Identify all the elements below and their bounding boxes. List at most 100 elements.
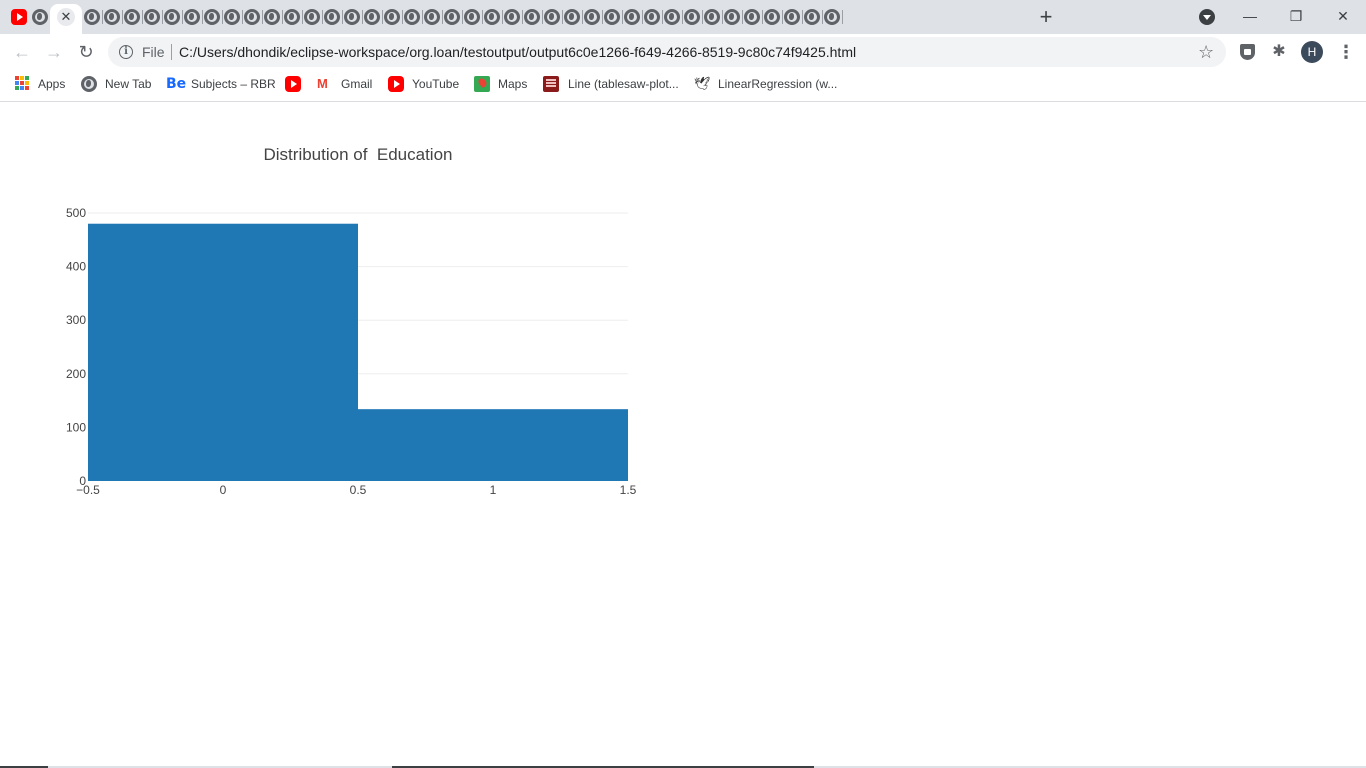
globe-tab-icon[interactable] — [104, 9, 120, 25]
tab-separator — [582, 10, 583, 24]
bookmark-apps[interactable]: Apps — [38, 77, 66, 91]
x-tick-label: −0.5 — [76, 483, 100, 497]
histogram-bar[interactable] — [88, 223, 358, 481]
bookmark-line-tablesaw[interactable]: Line (tablesaw-plot... — [568, 77, 679, 91]
tab-separator — [282, 10, 283, 24]
globe-tab-icon[interactable] — [424, 9, 440, 25]
globe-tab-icon[interactable] — [824, 9, 840, 25]
globe-tab-icon[interactable] — [224, 9, 240, 25]
globe-tab-icon[interactable] — [164, 9, 180, 25]
bookmark-star-icon[interactable]: ☆ — [1198, 42, 1215, 62]
tab-separator — [162, 10, 163, 24]
tab-separator — [782, 10, 783, 24]
shield-extension-icon[interactable] — [1240, 44, 1255, 60]
globe-tab-icon[interactable] — [32, 9, 48, 25]
new-tab-button[interactable]: + — [1039, 4, 1053, 29]
puzzle-extensions-icon[interactable]: ✱ — [1272, 43, 1286, 60]
bookmark-linear-regression[interactable]: LinearRegression (w... — [718, 77, 838, 91]
close-tab-icon[interactable]: ✕ — [57, 8, 75, 26]
tab-separator — [242, 10, 243, 24]
globe-tab-icon[interactable] — [384, 9, 400, 25]
globe-tab-icon[interactable] — [404, 9, 420, 25]
browser-toolbar: ← → ↻ i File C:/Users/dhondik/eclipse-wo… — [0, 34, 1366, 70]
globe-tab-icon[interactable] — [204, 9, 220, 25]
bookmark-maps[interactable]: Maps — [498, 77, 528, 91]
globe-tab-icon[interactable] — [124, 9, 140, 25]
address-bar[interactable]: i File C:/Users/dhondik/eclipse-workspac… — [108, 37, 1226, 67]
globe-tab-icon[interactable] — [364, 9, 380, 25]
site-info-icon[interactable]: i — [119, 45, 133, 59]
globe-tab-icon[interactable] — [284, 9, 300, 25]
globe-tab-icon[interactable] — [724, 9, 740, 25]
histogram-bar[interactable] — [358, 409, 628, 481]
globe-tab-icon[interactable] — [684, 9, 700, 25]
tab-separator — [562, 10, 563, 24]
bookmark-new-tab[interactable]: New Tab — [105, 77, 152, 91]
globe-tab-icon[interactable] — [624, 9, 640, 25]
globe-tab-icon[interactable] — [444, 9, 460, 25]
back-button[interactable]: ← — [13, 42, 31, 62]
globe-tab-icon[interactable] — [584, 9, 600, 25]
tab-separator — [482, 10, 483, 24]
globe-tab-icon[interactable] — [524, 9, 540, 25]
tab-separator — [822, 10, 823, 24]
restore-button[interactable]: ❐ — [1289, 8, 1303, 24]
globe-tab-icon[interactable] — [744, 9, 760, 25]
x-tick-label: 1 — [490, 483, 497, 497]
globe-tab-icon[interactable] — [184, 9, 200, 25]
url-text[interactable]: C:/Users/dhondik/eclipse-workspace/org.l… — [179, 44, 857, 60]
globe-tab-icon[interactable] — [84, 9, 100, 25]
globe-tab-icon[interactable] — [264, 9, 280, 25]
browser-menu-icon[interactable]: ⋮ — [1337, 42, 1355, 62]
globe-tab-icon[interactable] — [484, 9, 500, 25]
youtube-icon[interactable] — [285, 76, 301, 92]
minimize-button[interactable]: — — [1243, 8, 1257, 24]
tab-separator — [642, 10, 643, 24]
globe-tab-icon[interactable] — [644, 9, 660, 25]
tab-separator — [182, 10, 183, 24]
forward-button[interactable]: → — [45, 42, 63, 62]
globe-tab-icon[interactable] — [324, 9, 340, 25]
bookmark-subjects-rbr[interactable]: Subjects – RBR — [191, 77, 276, 91]
globe-tab-icon[interactable] — [504, 9, 520, 25]
globe-tab-icon[interactable] — [464, 9, 480, 25]
tab-search-icon[interactable] — [1199, 9, 1215, 25]
tab-separator — [382, 10, 383, 24]
globe-tab-icon[interactable] — [604, 9, 620, 25]
tab-separator — [202, 10, 203, 24]
globe-tab-icon[interactable] — [784, 9, 800, 25]
globe-icon — [81, 76, 97, 92]
bookmark-youtube[interactable]: YouTube — [412, 77, 460, 91]
tab-separator — [142, 10, 143, 24]
globe-tab-icon[interactable] — [764, 9, 780, 25]
behance-icon: Be — [166, 76, 187, 92]
apps-grid-icon[interactable] — [15, 76, 31, 92]
globe-tab-icon[interactable] — [304, 9, 320, 25]
youtube-tab-icon[interactable] — [11, 9, 27, 25]
tab-separator — [442, 10, 443, 24]
globe-tab-icon[interactable] — [704, 9, 720, 25]
profile-avatar[interactable]: H — [1301, 41, 1323, 63]
close-window-button[interactable]: ✕ — [1337, 8, 1349, 24]
globe-tab-icon[interactable] — [144, 9, 160, 25]
taskbar-edge — [0, 766, 1366, 768]
x-axis-ticks: −0.5 0 0.5 1 1.5 — [76, 483, 637, 497]
y-tick-label: 100 — [66, 420, 86, 434]
globe-tab-icon[interactable] — [804, 9, 820, 25]
bookmark-gmail[interactable]: Gmail — [341, 77, 373, 91]
reload-button[interactable]: ↻ — [78, 42, 94, 62]
y-tick-label: 500 — [66, 206, 86, 220]
globe-tab-icon[interactable] — [564, 9, 580, 25]
globe-tab-icon[interactable] — [544, 9, 560, 25]
globe-tab-icon[interactable] — [344, 9, 360, 25]
chart-title: Distribution of Education — [263, 145, 453, 164]
bookmarks-bar — [0, 70, 1366, 102]
globe-tab-icon[interactable] — [244, 9, 260, 25]
x-tick-label: 0.5 — [350, 483, 367, 497]
gmail-icon: M — [317, 76, 328, 91]
globe-tab-icon[interactable] — [664, 9, 680, 25]
tab-separator — [622, 10, 623, 24]
youtube-icon — [388, 76, 404, 92]
tab-separator — [722, 10, 723, 24]
